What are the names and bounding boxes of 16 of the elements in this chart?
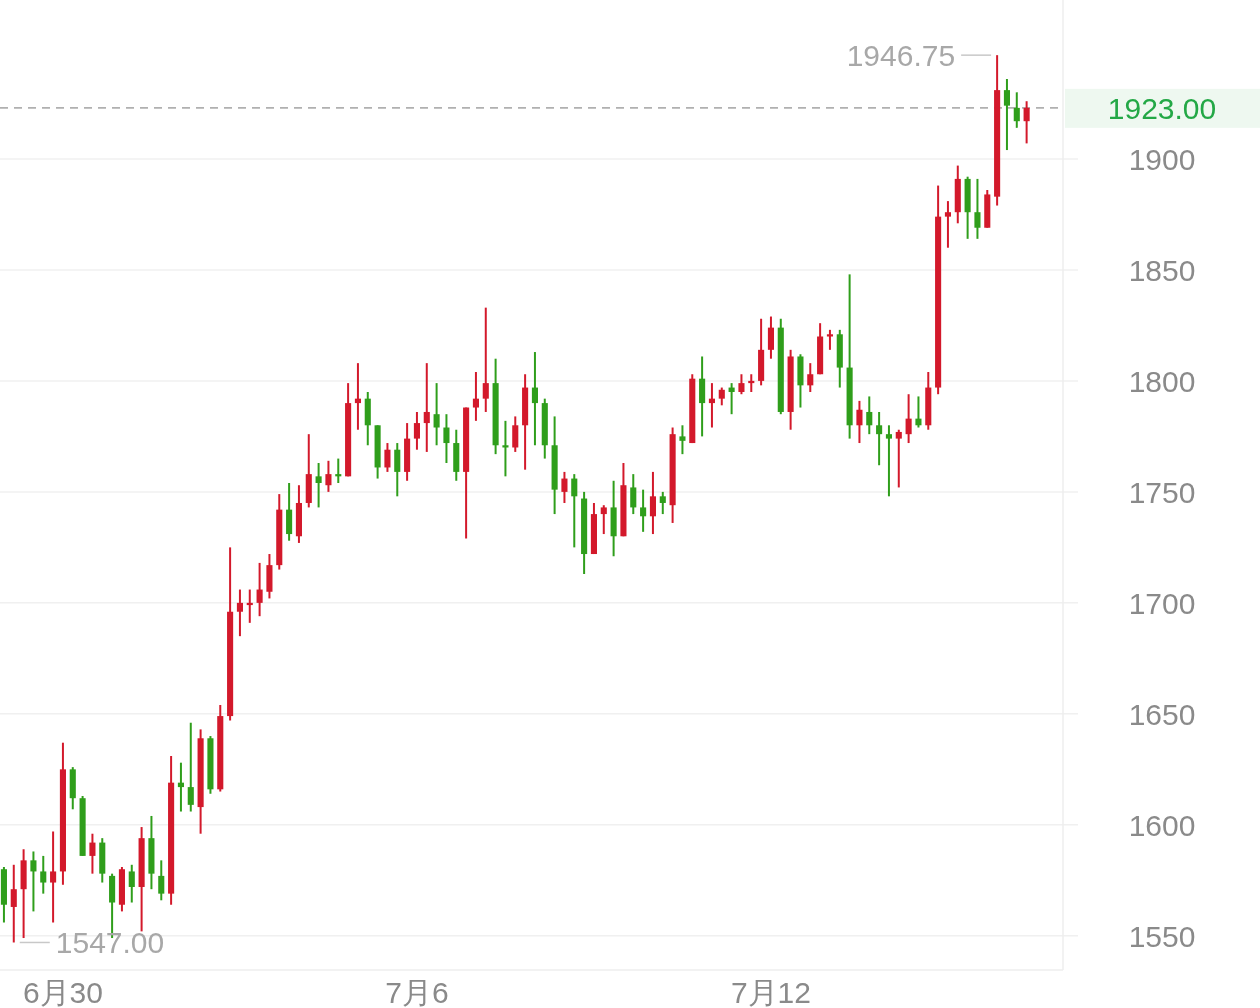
ref-line-label: 1923.00 bbox=[1107, 91, 1217, 125]
x-tick-label: 7月6 bbox=[385, 976, 449, 1008]
y-tick-label: 1700 bbox=[1128, 586, 1196, 620]
y-tick-label: 1750 bbox=[1128, 475, 1196, 509]
annotation: 1547.00 bbox=[55, 926, 165, 960]
annotation: 1946.75 bbox=[846, 39, 992, 73]
y-tick-label: 1850 bbox=[1128, 253, 1196, 287]
y-tick-label: 1650 bbox=[1128, 697, 1196, 731]
y-tick-label: 1900 bbox=[1128, 142, 1196, 176]
x-tick-label: 7月12 bbox=[730, 976, 811, 1008]
y-tick-label: 1600 bbox=[1128, 808, 1196, 842]
y-tick-label: 1800 bbox=[1128, 364, 1196, 398]
annotation: 1547.00 bbox=[19, 926, 165, 960]
annotation: 1946.75 bbox=[846, 39, 956, 73]
x-tick-label: 6月30 bbox=[22, 976, 103, 1008]
y-tick-label: 1550 bbox=[1128, 919, 1196, 953]
